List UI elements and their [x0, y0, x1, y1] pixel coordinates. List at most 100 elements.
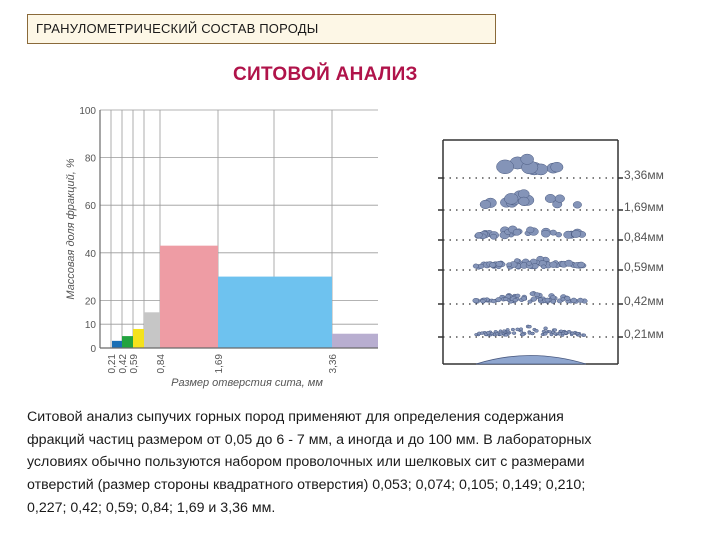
sieve-particle: [554, 194, 565, 203]
sieve-particle: [530, 331, 535, 336]
description-text: Ситовой анализ сыпучих горных пород прим…: [27, 406, 697, 520]
sieve-particle: [543, 332, 548, 336]
sieve-size-label: 3,36мм: [624, 168, 664, 182]
sieve-particle: [570, 297, 577, 303]
histogram-bar: [332, 333, 378, 348]
histogram-bar: [144, 312, 160, 348]
sieve-stack-illustration: 3,36мм 1,69мм 0,84мм 0,59мм 0,42мм 0,21мм: [438, 139, 664, 365]
sieve-particle: [474, 333, 478, 337]
sieve-particle: [479, 199, 492, 209]
sieve-particle: [534, 329, 539, 333]
sieve-particle: [552, 328, 558, 332]
x-tick-label: 0,21: [107, 354, 118, 374]
x-tick-label: 0,59: [129, 354, 140, 374]
sieve-particle: [520, 153, 534, 165]
header-box: ГРАНУЛОМЕТРИЧЕСКИЙ СОСТАВ ПОРОДЫ: [27, 14, 496, 44]
sieve-particle: [472, 297, 479, 304]
sieve-particle: [495, 332, 499, 336]
sieve-particle: [518, 196, 530, 206]
sieve-particle: [498, 329, 503, 333]
sieve-particle: [502, 329, 506, 333]
sieve-particle: [511, 331, 517, 335]
sieve-particle: [496, 159, 514, 174]
pan-fines-pile: [475, 355, 587, 365]
sieve-particle: [547, 330, 552, 334]
sieve-particle: [512, 298, 518, 303]
x-tick-label: 1,69: [214, 354, 225, 374]
sieve-particle: [474, 232, 483, 239]
sieve-particle: [512, 228, 522, 236]
sieve-particle: [572, 201, 582, 209]
sieve-particle: [530, 296, 538, 302]
sieve-particle: [506, 262, 512, 268]
x-axis-label: Размер отверстия сита, мм: [171, 377, 323, 389]
sieve-particle: [477, 263, 485, 269]
sieve-particle: [549, 333, 554, 337]
sieve-particle: [538, 297, 543, 302]
sieve-particle: [480, 298, 486, 304]
sieve-particle: [570, 331, 575, 335]
sieve-particle: [491, 299, 497, 304]
x-tick-label: 0,42: [118, 354, 129, 374]
y-tick-label: 20: [85, 296, 97, 307]
sieve-particle: [549, 261, 558, 268]
histogram-bar: [133, 328, 145, 348]
description-line: фракций частиц размером от 0,05 до 6 - 7…: [27, 431, 592, 448]
sieve-particle: [575, 332, 580, 336]
sieve-size-label: 0,59мм: [624, 260, 664, 274]
description-line: отверстий (размер стороны квадратного от…: [27, 477, 586, 494]
sieve-particle: [521, 296, 527, 301]
sieve-particle: [559, 329, 563, 333]
sieve-particle: [505, 328, 510, 332]
sieve-particle: [503, 297, 509, 302]
histogram-bar: [160, 245, 218, 348]
sieve-particle: [520, 332, 525, 337]
sieve-particle: [490, 233, 498, 240]
description-line: 0,227; 0,42; 0,59; 0,84; 1,69 и 3,36 мм.: [27, 499, 276, 516]
description-line: Ситовой анализ сыпучих горных пород прим…: [27, 409, 564, 425]
y-tick-label: 40: [85, 249, 97, 260]
sieve-particle: [555, 232, 562, 238]
page-subtitle: СИТОВОЙ АНАЛИЗ: [233, 64, 418, 85]
sieve-particle: [534, 292, 540, 298]
sieve-particle: [495, 260, 503, 267]
sieve-size-label: 0,42мм: [624, 294, 664, 308]
sieve-particle: [564, 259, 574, 267]
sieve-particle: [540, 264, 547, 270]
sieve-particle: [564, 295, 571, 301]
sieve-particle: [577, 297, 584, 303]
sieve-particle: [504, 333, 509, 337]
sieve-particle: [543, 326, 548, 331]
sieve-particle: [571, 230, 581, 238]
y-tick-label: 60: [85, 201, 97, 212]
sieve-particle: [527, 299, 533, 304]
x-tick-label: 3,36: [328, 354, 339, 374]
x-tick-label: 0,84: [156, 354, 167, 374]
sieve-particle: [486, 330, 491, 335]
sieve-size-label: 0,21мм: [624, 327, 664, 341]
sieve-particle: [504, 193, 519, 205]
sieve-particle: [526, 226, 535, 234]
sieve-particle: [498, 332, 503, 336]
y-tick-label: 0: [90, 344, 96, 355]
sieve-particle: [577, 261, 585, 268]
sieve-particle: [544, 297, 551, 303]
sieve-particle: [541, 229, 551, 238]
y-tick-label: 100: [79, 106, 96, 117]
sieve-particle: [495, 297, 502, 303]
histogram-bar: [218, 276, 332, 348]
sieve-particle: [472, 263, 479, 269]
sieve-size-label: 1,69мм: [624, 200, 664, 214]
histogram-bar: [122, 336, 134, 348]
y-tick-label: 80: [85, 154, 97, 165]
sieve-particle: [550, 161, 564, 173]
description-line: условиях обычно пользуются набором прово…: [27, 454, 585, 471]
sieve-particle: [566, 329, 572, 334]
sieve-particle: [519, 329, 524, 333]
y-tick-label: 10: [85, 320, 97, 331]
sieve-particle: [479, 331, 485, 335]
header-title: ГРАНУЛОМЕТРИЧЕСКИЙ СОСТАВ ПОРОДЫ: [36, 21, 319, 36]
sieve-particle: [557, 332, 563, 336]
y-axis-label: Массовая доля фракций, %: [65, 158, 77, 299]
sieve-particle: [510, 327, 515, 332]
